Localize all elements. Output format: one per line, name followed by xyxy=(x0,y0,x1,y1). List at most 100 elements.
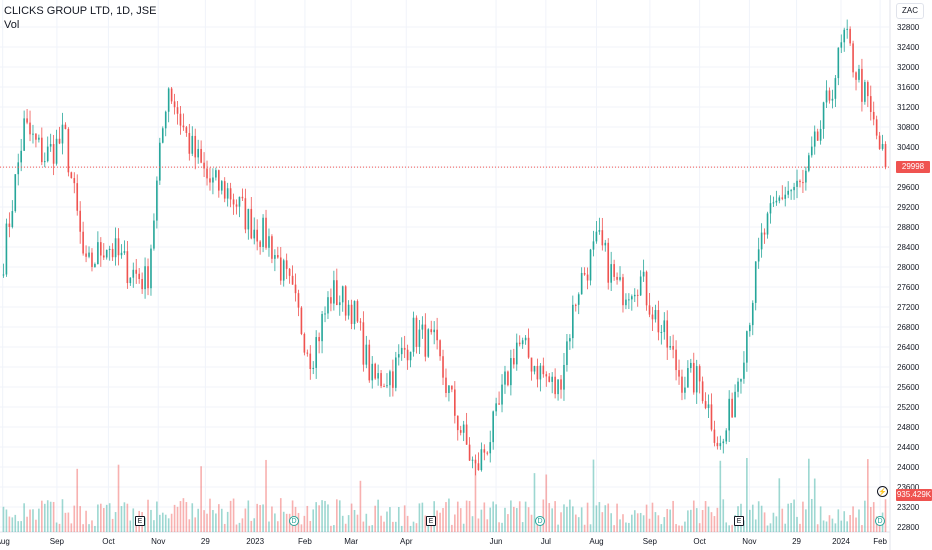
volume-bar xyxy=(259,505,261,532)
volume-bar xyxy=(32,509,34,532)
volume-bar xyxy=(757,501,760,532)
candle-body xyxy=(799,180,801,183)
price-tick-label: 22800 xyxy=(897,523,920,532)
volume-bar xyxy=(442,508,444,532)
candle-body xyxy=(43,161,46,163)
volume-bar xyxy=(566,506,568,532)
candle-body xyxy=(114,238,117,258)
volume-bar xyxy=(846,521,848,532)
candle-body xyxy=(489,442,492,454)
earnings-marker[interactable]: E xyxy=(426,516,436,526)
volume-bar xyxy=(501,522,503,532)
candle-body xyxy=(291,275,294,285)
volume-bar xyxy=(247,500,250,532)
candle-body xyxy=(336,280,338,306)
volume-bar xyxy=(400,525,403,532)
candle-body xyxy=(778,197,781,201)
volume-bar xyxy=(843,511,846,532)
earnings-marker[interactable]: E xyxy=(734,516,744,526)
candle-body xyxy=(530,357,533,372)
candle-body xyxy=(64,124,67,129)
candle-body xyxy=(616,276,618,280)
volume-bar xyxy=(601,512,604,532)
volume-bar xyxy=(869,506,872,532)
candle-body xyxy=(244,198,247,230)
candle-body xyxy=(253,229,256,239)
candle-body xyxy=(67,128,70,173)
volume-bar xyxy=(392,521,394,532)
volume-bar xyxy=(64,512,67,532)
candle-body xyxy=(380,373,382,387)
candle-body xyxy=(206,168,208,179)
candle-body xyxy=(787,190,789,195)
candle-body xyxy=(436,329,438,341)
volume-bar xyxy=(374,505,376,532)
candle-body xyxy=(176,107,179,114)
volume-bar xyxy=(604,505,607,532)
candle-body xyxy=(209,178,211,183)
candle-body xyxy=(725,430,728,442)
volume-bar xyxy=(20,521,22,532)
candle-body xyxy=(524,337,527,341)
candle-body xyxy=(574,304,577,306)
candle-body xyxy=(501,384,503,405)
volume-bar xyxy=(76,468,79,532)
candle-body xyxy=(663,320,666,333)
volume-bar xyxy=(796,516,798,532)
volume-bar xyxy=(17,521,20,532)
candle-body xyxy=(23,118,25,151)
candle-body xyxy=(279,257,282,281)
candle-body xyxy=(881,143,884,149)
candle-body xyxy=(757,249,760,262)
candle-body xyxy=(518,342,521,345)
candle-body xyxy=(2,274,5,276)
candle-body xyxy=(628,299,630,301)
candle-body xyxy=(456,415,459,431)
volume-bar xyxy=(55,522,58,532)
volume-bar xyxy=(849,515,851,532)
time-tick-label: Jun xyxy=(490,537,503,546)
candle-body xyxy=(223,181,226,199)
candle-body xyxy=(731,398,733,418)
volume-bar xyxy=(185,502,188,532)
currency-button[interactable]: ZAC xyxy=(896,3,924,19)
volume-bar xyxy=(574,514,577,532)
volume-bar xyxy=(70,523,73,532)
candle-body xyxy=(277,255,279,258)
volume-bar xyxy=(515,508,518,532)
candle-body xyxy=(412,317,415,352)
volume-bar xyxy=(583,524,586,532)
price-tick-label: 26400 xyxy=(897,343,920,352)
dividend-marker[interactable]: D xyxy=(289,516,299,526)
volume-bar xyxy=(557,524,559,532)
candle-body xyxy=(377,373,379,379)
candle-body xyxy=(548,376,551,382)
earnings-marker[interactable]: E xyxy=(135,516,145,526)
volume-bar xyxy=(67,512,70,532)
volume-bar xyxy=(678,525,680,532)
candle-body xyxy=(657,310,660,333)
candle-body xyxy=(312,367,315,370)
volume-bar xyxy=(698,523,701,532)
candle-body xyxy=(424,324,427,357)
candle-body xyxy=(182,125,185,128)
volume-bar xyxy=(793,499,795,532)
candle-body xyxy=(805,170,807,183)
volume-bar xyxy=(144,517,146,532)
time-tick-label: Sep xyxy=(643,537,658,546)
flash-icon[interactable]: ⚡ xyxy=(877,486,888,497)
volume-bar xyxy=(778,478,781,532)
dividend-marker[interactable]: D xyxy=(535,516,545,526)
candle-body xyxy=(577,294,580,305)
candle-body xyxy=(356,301,359,322)
last-volume-tag: 935.429K xyxy=(896,489,932,501)
price-tick-label: 23600 xyxy=(897,483,920,492)
candle-body xyxy=(790,190,792,192)
dividend-marker[interactable]: D xyxy=(875,516,885,526)
volume-bar xyxy=(353,509,356,532)
volume-bar xyxy=(459,508,462,532)
candle-body xyxy=(828,90,831,101)
volume-bar xyxy=(212,510,214,532)
candle-body xyxy=(672,346,674,350)
